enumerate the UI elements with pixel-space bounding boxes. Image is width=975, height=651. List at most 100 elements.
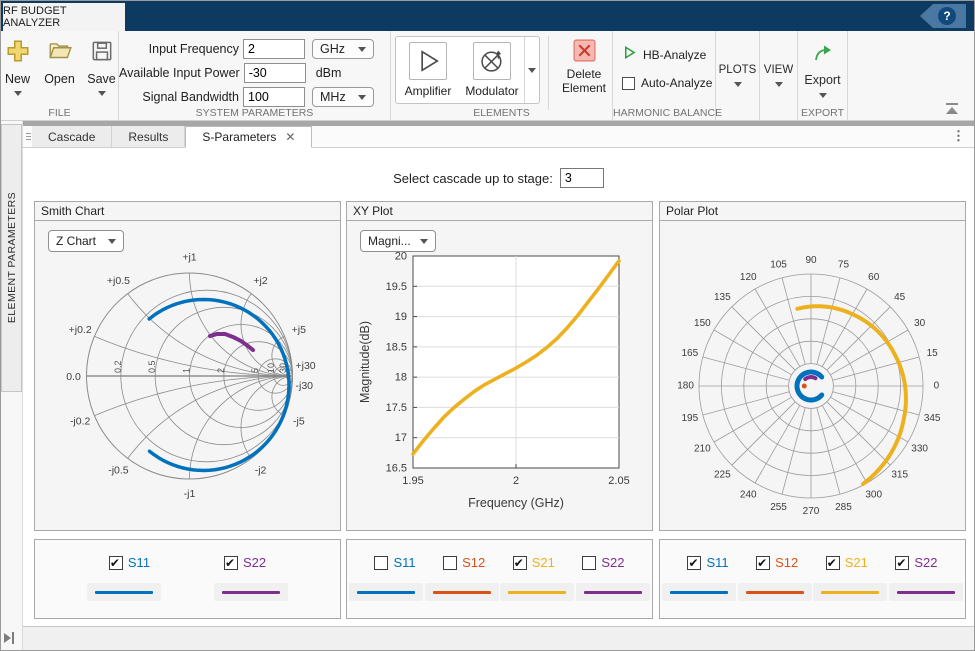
app-title-tab[interactable]: RF BUDGET ANALYZER bbox=[3, 3, 125, 31]
auto-analyze-toggle[interactable]: Auto-Analyze bbox=[622, 72, 715, 94]
xy-s12-checkbox[interactable] bbox=[443, 556, 457, 570]
smith-s22-label: S22 bbox=[243, 555, 266, 570]
svg-text:17.5: 17.5 bbox=[386, 402, 407, 414]
xy-s11-label: S11 bbox=[393, 555, 415, 570]
tab-s-parameters[interactable]: S-Parameters ✕ bbox=[185, 126, 312, 148]
close-icon[interactable]: ✕ bbox=[285, 131, 295, 143]
chevron-down-icon bbox=[358, 95, 366, 100]
view-button[interactable]: VIEW bbox=[760, 31, 798, 120]
save-label: Save bbox=[87, 72, 116, 86]
help-button[interactable]: ? bbox=[920, 4, 966, 28]
file-section-label: FILE bbox=[1, 107, 118, 119]
svg-text:120: 120 bbox=[740, 272, 757, 283]
element-gallery-dropdown[interactable] bbox=[524, 37, 539, 103]
expand-panel-icon[interactable] bbox=[4, 632, 14, 644]
xy-s11-toggle[interactable]: S11 bbox=[374, 555, 415, 570]
svg-text:345: 345 bbox=[924, 413, 941, 424]
svg-text:195: 195 bbox=[681, 413, 698, 424]
element-parameters-label: ELEMENT PARAMETERS bbox=[6, 192, 18, 323]
svg-text:45: 45 bbox=[894, 292, 906, 303]
question-icon: ? bbox=[938, 7, 956, 25]
smith-s11-toggle[interactable]: S11 bbox=[109, 555, 150, 570]
polar-s21-toggle[interactable]: S21 bbox=[826, 555, 868, 570]
plots-button[interactable]: PLOTS bbox=[716, 31, 760, 120]
svg-text:285: 285 bbox=[835, 502, 852, 513]
svg-text:+j0.5: +j0.5 bbox=[107, 275, 130, 287]
elements-section: Amplifier Modulator Delete Element ELEME bbox=[391, 31, 613, 120]
svg-text:+j0.2: +j0.2 bbox=[69, 324, 92, 336]
svg-text:-j5: -j5 bbox=[293, 415, 305, 427]
polar-s12-checkbox[interactable] bbox=[756, 556, 770, 570]
svg-text:15: 15 bbox=[927, 348, 939, 359]
input-frequency-label: Input Frequency bbox=[119, 42, 243, 56]
modulator-label: Modulator bbox=[465, 84, 518, 98]
svg-text:+j30: +j30 bbox=[296, 360, 316, 372]
delete-label-line1: Delete bbox=[567, 67, 602, 81]
smith-s22-toggle[interactable]: S22 bbox=[224, 555, 266, 570]
stage-input[interactable] bbox=[560, 168, 604, 188]
chevron-down-icon bbox=[108, 239, 116, 244]
export-section[interactable]: Export EXPORT bbox=[798, 31, 848, 120]
svg-text:-j1: -j1 bbox=[184, 488, 196, 500]
svg-text:255: 255 bbox=[770, 502, 787, 513]
hb-analyze-label: HB-Analyze bbox=[643, 48, 706, 62]
svg-text:315: 315 bbox=[891, 469, 908, 480]
svg-text:1: 1 bbox=[182, 368, 192, 373]
element-gallery: Amplifier Modulator bbox=[395, 36, 540, 104]
xy-s22-toggle[interactable]: S22 bbox=[582, 555, 624, 570]
save-floppy-icon bbox=[89, 38, 115, 69]
bandwidth-unit-dropdown[interactable]: MHz bbox=[312, 87, 374, 107]
svg-text:2: 2 bbox=[513, 475, 519, 487]
polar-s22-toggle[interactable]: S22 bbox=[895, 555, 937, 570]
xy-s22-checkbox[interactable] bbox=[582, 556, 596, 570]
modulator-button[interactable]: Modulator bbox=[460, 37, 524, 103]
smith-type-dropdown[interactable]: Z Chart bbox=[48, 230, 124, 252]
collapse-toolstrip-button[interactable] bbox=[946, 103, 958, 114]
s21-line-swatch bbox=[500, 583, 574, 601]
signal-bandwidth-field[interactable] bbox=[243, 87, 305, 107]
tab-cascade[interactable]: Cascade bbox=[32, 126, 112, 147]
modulator-icon bbox=[473, 42, 511, 80]
frequency-unit-dropdown[interactable]: GHz bbox=[312, 39, 374, 59]
xy-s12-toggle[interactable]: S12 bbox=[443, 555, 485, 570]
tab-overflow-menu-icon[interactable]: ⋮ bbox=[952, 126, 974, 147]
system-parameters-section-label: SYSTEM PARAMETERS bbox=[119, 107, 390, 119]
amplifier-button[interactable]: Amplifier bbox=[396, 37, 460, 103]
svg-text:20: 20 bbox=[395, 251, 407, 263]
smith-s11-checkbox[interactable] bbox=[109, 556, 123, 570]
auto-analyze-checkbox[interactable] bbox=[622, 77, 635, 90]
smith-s11-label: S11 bbox=[128, 555, 150, 570]
polar-s11-toggle[interactable]: S11 bbox=[687, 555, 728, 570]
tab-results[interactable]: Results bbox=[112, 126, 185, 147]
svg-text:240: 240 bbox=[740, 489, 757, 500]
xy-type-dropdown[interactable]: Magni... bbox=[360, 230, 436, 252]
svg-text:135: 135 bbox=[714, 292, 731, 303]
polar-s21-checkbox[interactable] bbox=[826, 556, 840, 570]
s11-line-swatch bbox=[662, 583, 736, 601]
hb-analyze-button[interactable]: HB-Analyze bbox=[622, 44, 715, 66]
polar-s11-checkbox[interactable] bbox=[687, 556, 701, 570]
xy-s21-checkbox[interactable] bbox=[513, 556, 527, 570]
polar-s12-label: S12 bbox=[775, 555, 798, 570]
polar-s22-label: S22 bbox=[914, 555, 937, 570]
delete-element-button[interactable]: Delete Element bbox=[558, 36, 610, 95]
polar-s12-toggle[interactable]: S12 bbox=[756, 555, 798, 570]
save-dropdown-caret[interactable] bbox=[98, 91, 106, 96]
xy-s11-checkbox[interactable] bbox=[374, 556, 388, 570]
xy-s21-toggle[interactable]: S21 bbox=[513, 555, 555, 570]
polar-s22-checkbox[interactable] bbox=[895, 556, 909, 570]
view-label: VIEW bbox=[764, 64, 793, 76]
xy-s21-label: S21 bbox=[532, 555, 555, 570]
chevron-down-icon bbox=[420, 239, 428, 244]
title-bar: RF BUDGET ANALYZER ? bbox=[1, 1, 974, 31]
new-dropdown-caret[interactable] bbox=[14, 91, 22, 96]
element-parameters-collapsed-panel[interactable]: ELEMENT PARAMETERS bbox=[1, 124, 22, 392]
delete-x-icon bbox=[573, 39, 596, 67]
input-power-field[interactable] bbox=[244, 63, 306, 83]
input-frequency-field[interactable] bbox=[243, 39, 305, 59]
smith-s22-checkbox[interactable] bbox=[224, 556, 238, 570]
svg-text:+j1: +j1 bbox=[182, 251, 196, 263]
svg-text:105: 105 bbox=[770, 259, 787, 270]
xy-plot-panel: XY Plot Magni... 16.51717.51818.51919.52… bbox=[346, 201, 653, 531]
svg-text:-j0.5: -j0.5 bbox=[108, 465, 129, 477]
